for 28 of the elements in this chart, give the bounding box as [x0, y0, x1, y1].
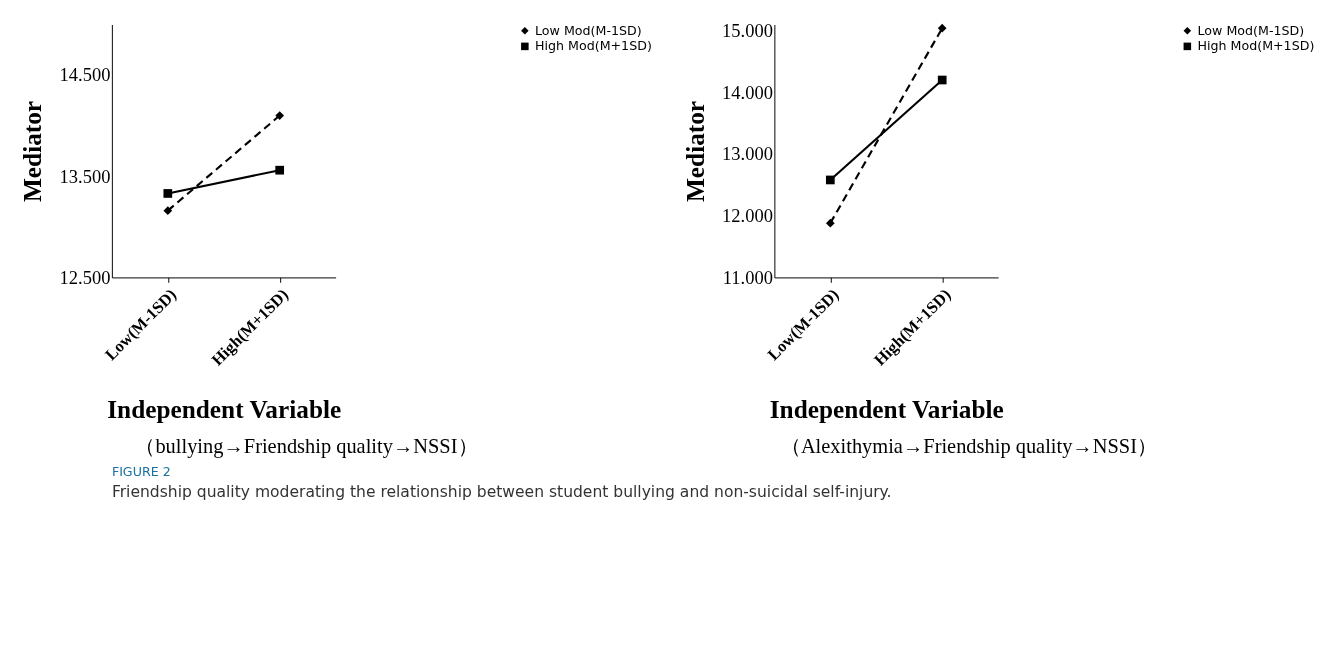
point: [163, 206, 173, 215]
text: （bullying→Friendship quality→NSSI）: [135, 434, 478, 458]
point: [825, 175, 835, 185]
point: [937, 75, 947, 85]
x-axis-title: Independent Variable: [107, 395, 342, 424]
point: [937, 23, 947, 33]
legend-label: High Mod(M+1SD): [1197, 38, 1315, 54]
point: [163, 189, 173, 198]
point: [275, 111, 285, 120]
legend-label: Low Mod(M-1SD): [535, 22, 642, 38]
text: （Alexithymia→Friendship quality→NSSI）: [780, 434, 1158, 458]
point: [275, 165, 285, 175]
y-tick-label: 14.000: [722, 82, 773, 103]
legend-label: High Mod(M+1SD): [535, 38, 652, 54]
y-axis-title: Mediator: [680, 100, 709, 202]
y-axis-title: Mediator: [18, 100, 47, 202]
y-tick-label: 15.000: [722, 20, 773, 41]
y-tick-label: 11.000: [722, 267, 773, 288]
y-tick-label: 12.000: [722, 206, 773, 227]
legend-label: Low Mod(M-1SD): [1197, 22, 1305, 38]
caption: FIGURE 2: [111, 463, 171, 479]
y-tick-label: 13.000: [722, 144, 773, 165]
y-tick-label: 13.500: [59, 166, 111, 187]
text: Friendship quality moderating the relationship between student bullying and non-suicidal self-injury.: [111, 483, 892, 502]
y-tick-label: 12.500: [59, 267, 111, 288]
y-tick-label: 14.500: [59, 65, 111, 86]
x-axis-title: Independent Variable: [769, 395, 1004, 424]
point: [825, 218, 835, 228]
